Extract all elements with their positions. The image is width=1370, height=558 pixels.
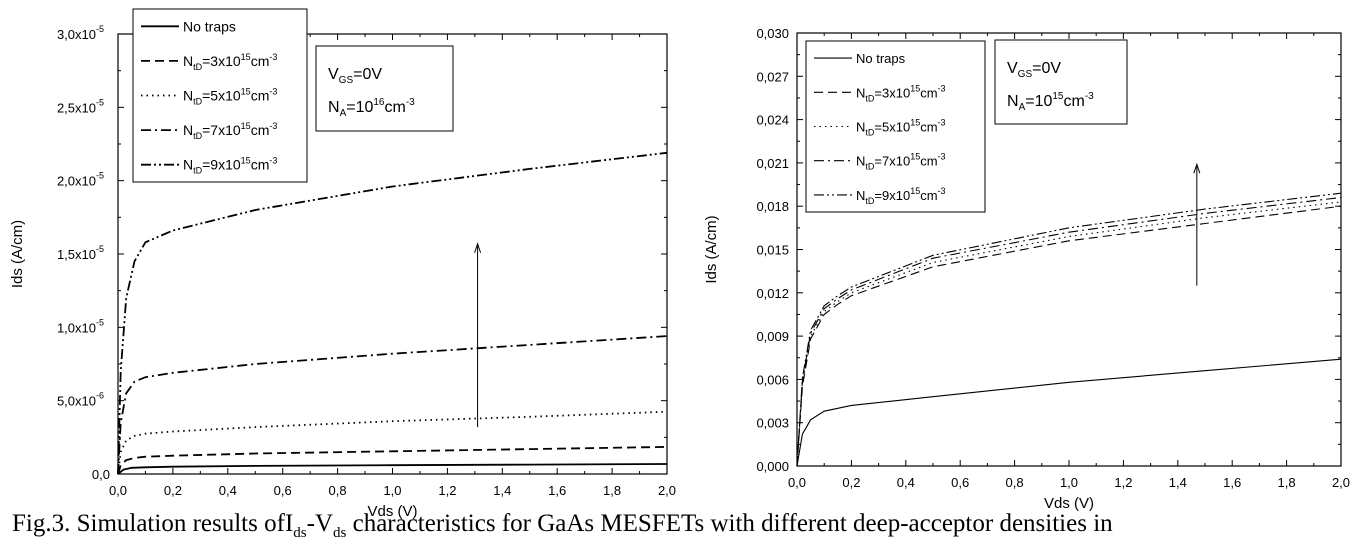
legend-label-3: NtD=7x1015cm-3 [183,121,277,141]
legend-label-1: NtD=3x1015cm-3 [856,83,946,103]
legend-label-4: NtD=9x1015cm-3 [856,186,946,206]
x-tick-label: 1,2 [438,483,456,498]
caption-i-sub: ds [293,525,307,541]
y-tick-label: 0,030 [756,26,789,41]
series-line-2 [117,410,668,475]
x-tick-label: 0,4 [897,475,915,490]
x-tick-label: 1,2 [1114,475,1132,490]
series-line-2 [796,201,1342,467]
y-tick-exponent: -5 [96,171,104,181]
series-line-1 [117,446,668,475]
caption-suffix: characteristics for GaAs MESFETs with di… [346,510,1113,537]
y-tick-exponent: -5 [96,97,104,107]
x-tick-label: 1,6 [1223,475,1241,490]
x-tick-label: 0,8 [329,483,347,498]
chart-left: 0,0 0,2 0,4 0,6 0,8 1,0 1,2 1,4 1,6 1,8 2,0 0,0 5,0x… [9,8,676,520]
y-tick-label: 0,018 [756,199,789,214]
y-tick-label: 0,009 [756,329,789,344]
y-tick-label: 5,0x10 [57,394,96,409]
chart-right: 0,0 0,2 0,4 0,6 0,8 1,0 1,2 1,4 1,6 1,8 2,0 0,000 0,… [703,26,1350,512]
series-line-1 [796,205,1342,467]
legend-label-3: NtD=7x1015cm-3 [856,152,946,172]
annotation-box [315,45,454,132]
annotation-vgs: VGS=0V [328,66,382,86]
x-tick-label: 0,0 [788,475,806,490]
x-tick-label: 0,2 [842,475,860,490]
y-tick-label: 1,0x10 [57,320,96,335]
x-tick-label: 2,0 [658,483,676,498]
x-tick-label: 1,0 [383,483,401,498]
y-tick-exponent: -6 [96,391,104,401]
legend-label-4: NtD=9x1015cm-3 [183,156,277,176]
y-tick-label: 0,027 [756,69,789,84]
legend-label-2: NtD=5x1015cm-3 [856,118,946,138]
x-tick-label: 0,8 [1006,475,1024,490]
y-tick-label: 0,006 [756,372,789,387]
y-tick-label: 2,0x10 [57,174,96,189]
y-tick-label: 0,003 [756,416,789,431]
y-tick-label: 1,5x10 [57,247,96,262]
legend-label-0: No traps [856,51,906,66]
annotation-na: NA=1016cm-3 [328,97,415,119]
series-line-0 [117,463,668,475]
y-tick-label: 0,0 [92,467,110,482]
y-axis-label: Ids (A/cm) [703,215,720,283]
legend-label-2: NtD=5x1015cm-3 [183,87,277,107]
caption-v: V [314,510,333,537]
caption-i: I [284,510,294,537]
x-tick-label: 1,8 [603,483,621,498]
y-axis-label: Ids (A/cm) [9,220,26,288]
x-tick-label: 1,6 [548,483,566,498]
annotation-box [994,39,1128,125]
y-tick-label: 0,024 [756,113,789,128]
y-tick-label: 0,021 [756,156,789,171]
x-tick-label: 1,8 [1278,475,1296,490]
annotation-vgs: VGS=0V [1007,60,1061,80]
x-tick-label: 0,0 [109,483,127,498]
series-line-3 [796,196,1342,467]
legend-box [805,40,986,213]
caption-dash: - [306,510,315,537]
x-tick-label: 1,0 [1060,475,1078,490]
series-line-4 [117,151,668,475]
trend-arrow-head [1193,162,1201,174]
series-line-4 [796,192,1342,467]
caption-prefix: Fig.3. Simulation results of [12,510,285,537]
y-tick-label: 0,012 [756,286,789,301]
x-axis-label: Vds (V) [1044,495,1094,512]
y-tick-exponent: -5 [96,244,104,254]
series-line-3 [117,335,668,475]
caption-v-sub: ds [333,525,347,541]
legend-label-1: NtD=3x1015cm-3 [183,52,277,72]
annotation-na: NA=1015cm-3 [1007,91,1094,113]
x-axis-label: Vds (V) [367,503,417,520]
y-tick-label: 0,015 [756,243,789,258]
y-tick-label: 2,5x10 [57,100,96,115]
x-tick-label: 2,0 [1332,475,1350,490]
x-tick-label: 1,4 [493,483,511,498]
x-tick-label: 0,6 [274,483,292,498]
y-tick-label: 3,0x10 [57,27,96,42]
y-tick-exponent: -5 [96,317,104,327]
legend-box [132,8,308,183]
x-tick-label: 0,2 [164,483,182,498]
x-tick-label: 0,6 [951,475,969,490]
trend-arrow-head [474,242,482,253]
x-tick-label: 0,4 [219,483,237,498]
y-tick-exponent: -5 [96,24,104,34]
legend-label-0: No traps [183,18,236,34]
y-tick-label: 0,000 [756,459,789,474]
series-line-0 [796,358,1342,467]
x-tick-label: 1,4 [1169,475,1187,490]
figure-caption: Fig.3. Simulation results ofIds-Vds char… [12,510,1362,547]
